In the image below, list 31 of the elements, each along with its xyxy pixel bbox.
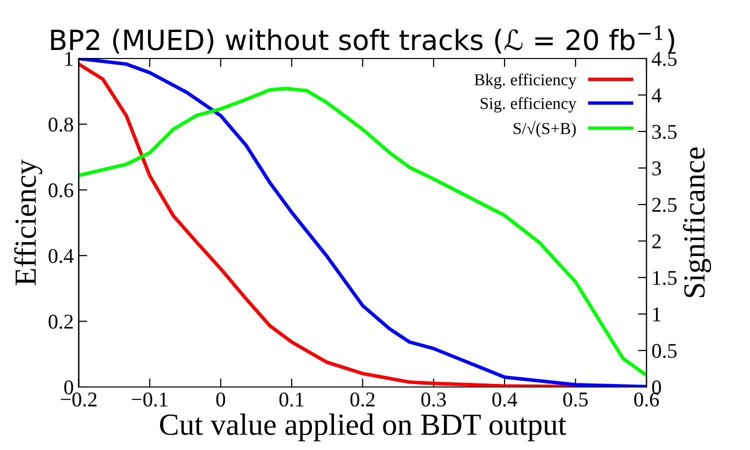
- y-axis-title: Efficiency: [14, 160, 42, 286]
- y2-tick-label: 1: [653, 307, 661, 322]
- x-tick-label: 0.2: [350, 392, 374, 407]
- x-tick-label: 0: [216, 392, 226, 407]
- y2-tick-label: 4: [652, 88, 662, 102]
- legend-label: Sig. efficiency: [480, 97, 576, 112]
- y-tick-label: 0.2: [48, 314, 73, 329]
- legend-label: S/√(S+B): [514, 120, 576, 138]
- y2-tick-label: 3.5: [652, 124, 677, 140]
- y2-tick-label: 1.5: [653, 270, 677, 286]
- x-tick-label: −0.1: [132, 392, 168, 407]
- y2-tick-label: 2: [652, 234, 661, 248]
- y-tick-label: 1: [65, 52, 73, 66]
- x-tick-label: 0.1: [279, 392, 304, 407]
- x-tick-label: −0.2: [60, 392, 96, 407]
- legend-label: Bkg. efficiency: [474, 74, 576, 89]
- y-tick-label: 0: [64, 380, 74, 394]
- y-tick-label: 0.4: [48, 248, 74, 264]
- y2-tick-label: 2.5: [652, 198, 677, 212]
- x-tick-label: 0.6: [634, 392, 659, 407]
- x-tick-label: 0.4: [492, 392, 518, 407]
- x-tick-label: 0.5: [563, 392, 588, 407]
- x-tick-label: 0.3: [421, 392, 446, 407]
- y-tick-label: 0.8: [48, 118, 74, 132]
- y-tick-label: 0.6: [48, 183, 74, 198]
- x-axis-title: Cut value applied on BDT output: [160, 414, 566, 442]
- y2-tick-label: 0.5: [652, 344, 677, 358]
- y2-tick-label: 3: [652, 161, 661, 176]
- y2-tick-label: 0: [652, 380, 661, 394]
- y2-tick-label: 4.5: [652, 52, 677, 66]
- y2-axis-title: Significance: [682, 147, 712, 298]
